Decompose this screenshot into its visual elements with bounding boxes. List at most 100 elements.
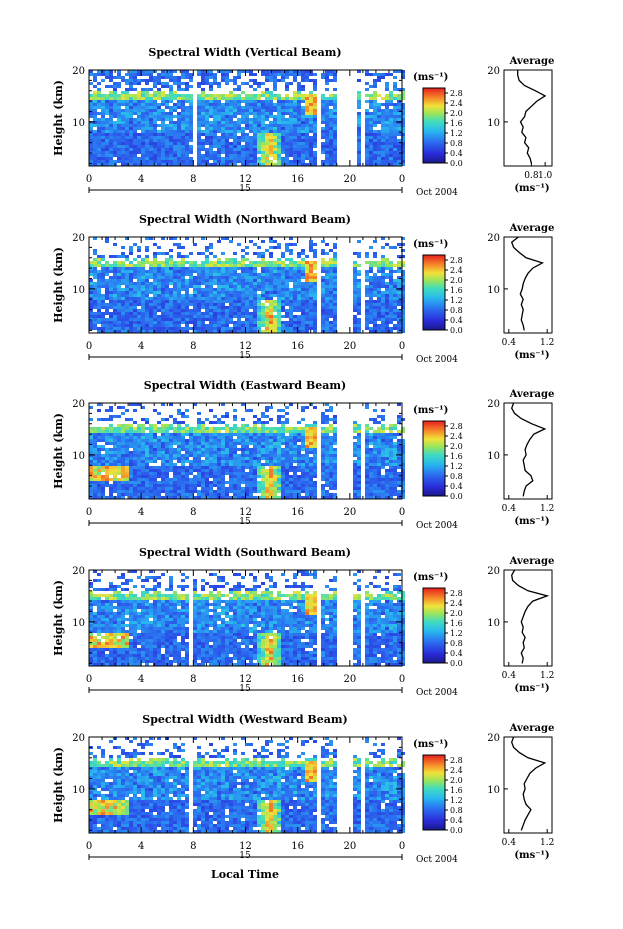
- colorbar-tick-label: 0.8: [450, 139, 463, 148]
- colorbar: (ms⁻¹)2.82.42.01.61.20.80.40.0: [413, 572, 463, 668]
- x-axis: 0 4 8 12 16 20 0: [86, 237, 405, 352]
- colorbar-tick-label: 2.0: [450, 776, 463, 785]
- x-tick-label: 8: [190, 174, 196, 185]
- colorbar-tick-label: 0.8: [450, 639, 463, 648]
- colorbar-gradient: [422, 254, 446, 331]
- heatmap-cells: [89, 70, 405, 166]
- y-axis-label: Height (km): [52, 580, 65, 656]
- colorbar-tick-label: 1.6: [450, 786, 463, 795]
- colorbar-unit: (ms⁻¹): [413, 405, 448, 416]
- average-y-tick-label: 10: [487, 618, 500, 629]
- day-label: 15: [239, 184, 251, 194]
- y-tick-label: 10: [72, 618, 85, 629]
- colorbar-unit: (ms⁻¹): [413, 739, 448, 750]
- date-bar: 15 Oct 2004: [88, 684, 458, 698]
- panel-2: Spectral Width (Eastward Beam)2010Height…: [52, 379, 554, 531]
- panel-0: Spectral Width (Vertical Beam)2010Height…: [52, 46, 554, 198]
- average-title: Average: [509, 723, 555, 734]
- average-x-tick-label: 1.0: [538, 171, 553, 181]
- x-tick-label: 20: [343, 674, 356, 685]
- x-tick-label: 8: [190, 507, 196, 518]
- x-tick-label: 20: [343, 341, 356, 352]
- average-y-tick-label: 20: [487, 566, 500, 577]
- average-title: Average: [509, 389, 555, 400]
- average-profile-line: [510, 402, 547, 497]
- date-label: Oct 2004: [416, 355, 458, 365]
- colorbar-tick-label: 0.8: [450, 472, 463, 481]
- colorbar-tick-label: 2.0: [450, 442, 463, 451]
- colorbar-tick-label: 1.2: [450, 296, 463, 305]
- x-tick-label: 20: [343, 174, 356, 185]
- x-tick-label: 4: [138, 507, 144, 518]
- colorbar-tick-label: 0.0: [450, 492, 463, 501]
- x-tick-label: 8: [190, 841, 196, 852]
- colorbar-tick-label: 1.2: [450, 129, 463, 138]
- colorbar-tick-label: 2.8: [450, 756, 463, 765]
- colorbar-tick-label: 1.2: [450, 796, 463, 805]
- date-bar: 15 Oct 2004: [88, 517, 458, 531]
- colorbar-tick-label: 1.6: [450, 619, 463, 628]
- colorbar-tick-label: 1.6: [450, 452, 463, 461]
- x-axis: 0 4 8 12 16 20 0: [86, 70, 405, 185]
- heatmap-cells: [89, 403, 405, 499]
- colorbar-tick-label: 0.4: [450, 816, 463, 825]
- colorbar-tick-label: 0.0: [450, 159, 463, 168]
- heatmap-cells: [89, 237, 405, 333]
- date-bar: 15 Oct 2004: [88, 851, 458, 865]
- panel-3: Spectral Width (Southward Beam)2010Heigh…: [52, 546, 554, 698]
- colorbar-tick-label: 2.8: [450, 422, 463, 431]
- colorbar-tick-label: 2.0: [450, 109, 463, 118]
- average-profile-line: [517, 70, 547, 164]
- colorbar-tick-label: 0.8: [450, 806, 463, 815]
- colorbar-tick-label: 0.0: [450, 826, 463, 835]
- colorbar-tick-label: 0.4: [450, 149, 463, 158]
- x-tick-label: 4: [138, 674, 144, 685]
- colorbar-tick-label: 2.8: [450, 89, 463, 98]
- y-axis-label: Height (km): [52, 413, 65, 489]
- date-bar: 15 Oct 2004: [88, 351, 458, 365]
- panel-title: Spectral Width (Eastward Beam): [144, 379, 346, 392]
- x-tick-label: 4: [138, 841, 144, 852]
- x-tick-label: 8: [190, 674, 196, 685]
- y-axis-label: Height (km): [52, 80, 65, 156]
- date-bar: 15 Oct 2004: [88, 184, 458, 198]
- average-y-tick-label: 10: [487, 285, 500, 296]
- average-x-label: (ms⁻¹): [514, 516, 549, 527]
- colorbar-tick-label: 2.4: [450, 766, 463, 775]
- colorbar: (ms⁻¹)2.82.42.01.61.20.80.40.0: [413, 239, 463, 335]
- average-frame: [503, 69, 553, 167]
- colorbar-tick-label: 0.8: [450, 306, 463, 315]
- average-profile-line: [510, 236, 545, 331]
- colorbar-gradient: [422, 87, 446, 164]
- colorbar-tick-label: 1.6: [450, 119, 463, 128]
- y-axis-label: Height (km): [52, 747, 65, 823]
- colorbar-tick-label: 2.4: [450, 266, 463, 275]
- day-label: 15: [239, 351, 251, 361]
- colorbar-tick-label: 0.4: [450, 316, 463, 325]
- x-axis: 0 4 8 12 16 20 0: [86, 737, 405, 852]
- y-tick-label: 20: [72, 566, 85, 577]
- day-label: 15: [239, 851, 251, 861]
- colorbar: (ms⁻¹)2.82.42.01.61.20.80.40.0: [413, 405, 463, 501]
- x-tick-label: 16: [291, 674, 304, 685]
- y-tick-label: 10: [72, 451, 85, 462]
- average-profile-panel: Average 20 10 0.4 1.2 (ms⁻¹): [487, 389, 554, 527]
- x-tick-label: 0: [86, 174, 92, 185]
- average-y-tick-label: 20: [487, 399, 500, 410]
- panel-4: Spectral Width (Westward Beam) 20 10 Height…: [52, 713, 554, 865]
- date-label: Oct 2004: [416, 521, 458, 531]
- x-tick-label: 16: [291, 341, 304, 352]
- average-frame: [503, 402, 553, 500]
- x-tick-label: 0: [399, 507, 405, 518]
- y-tick-label: 20: [72, 233, 85, 244]
- colorbar-tick-label: 2.8: [450, 256, 463, 265]
- panel-title: Spectral Width (Vertical Beam): [148, 46, 341, 59]
- colorbar-tick-label: 2.0: [450, 609, 463, 618]
- colorbar-tick-label: 2.4: [450, 99, 463, 108]
- x-tick-label: 0: [86, 341, 92, 352]
- x-tick-label: 12: [239, 174, 252, 185]
